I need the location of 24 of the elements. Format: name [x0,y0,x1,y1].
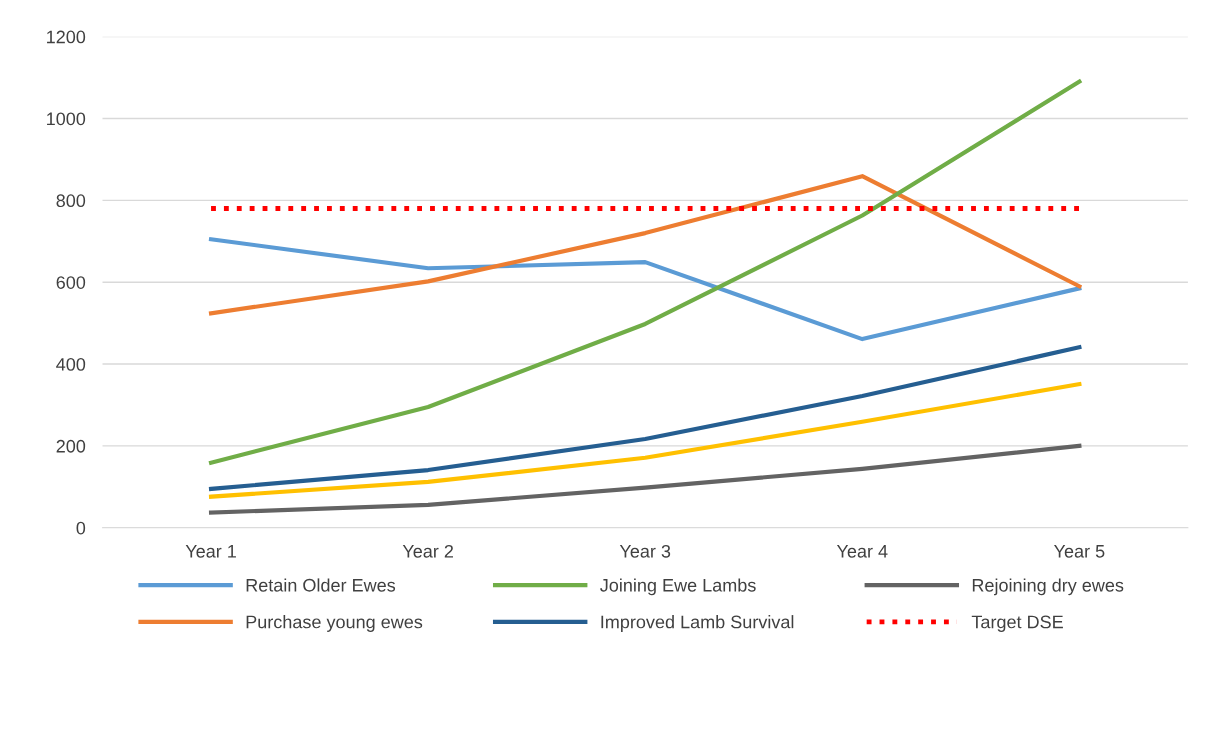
legend-label: Joining Ewe Lambs [600,578,756,596]
line-series [208,345,1082,491]
x-tick-label: Year 5 [1053,545,1105,558]
line-series [208,79,1082,465]
line-series [208,443,1082,515]
legend-label: Target DSE [971,615,1063,632]
x-tick-label: Year 1 [185,545,236,558]
legend-label: Rejoining dry ewes [972,578,1124,596]
x-tick-label: Year 2 [402,544,453,558]
line-series [208,237,1082,342]
y-tick-label: 0 [76,521,86,535]
legend-label: Improved Lamb Survival [601,615,794,632]
x-tick-label: Year 3 [619,544,671,558]
y-tick-label: 200 [56,439,86,453]
y-tick-label: 1200 [47,30,86,44]
line-series [208,174,1082,316]
y-tick-label: 800 [56,194,86,208]
legend-label: Retain Older Ewes [246,578,396,592]
line-series [208,382,1082,499]
y-tick-label: 600 [56,276,86,289]
x-tick-label: Year 4 [836,545,888,558]
legend-label: Purchase young ewes [246,615,423,632]
y-tick-label: 400 [56,357,86,371]
y-tick-label: 1000 [47,112,86,126]
